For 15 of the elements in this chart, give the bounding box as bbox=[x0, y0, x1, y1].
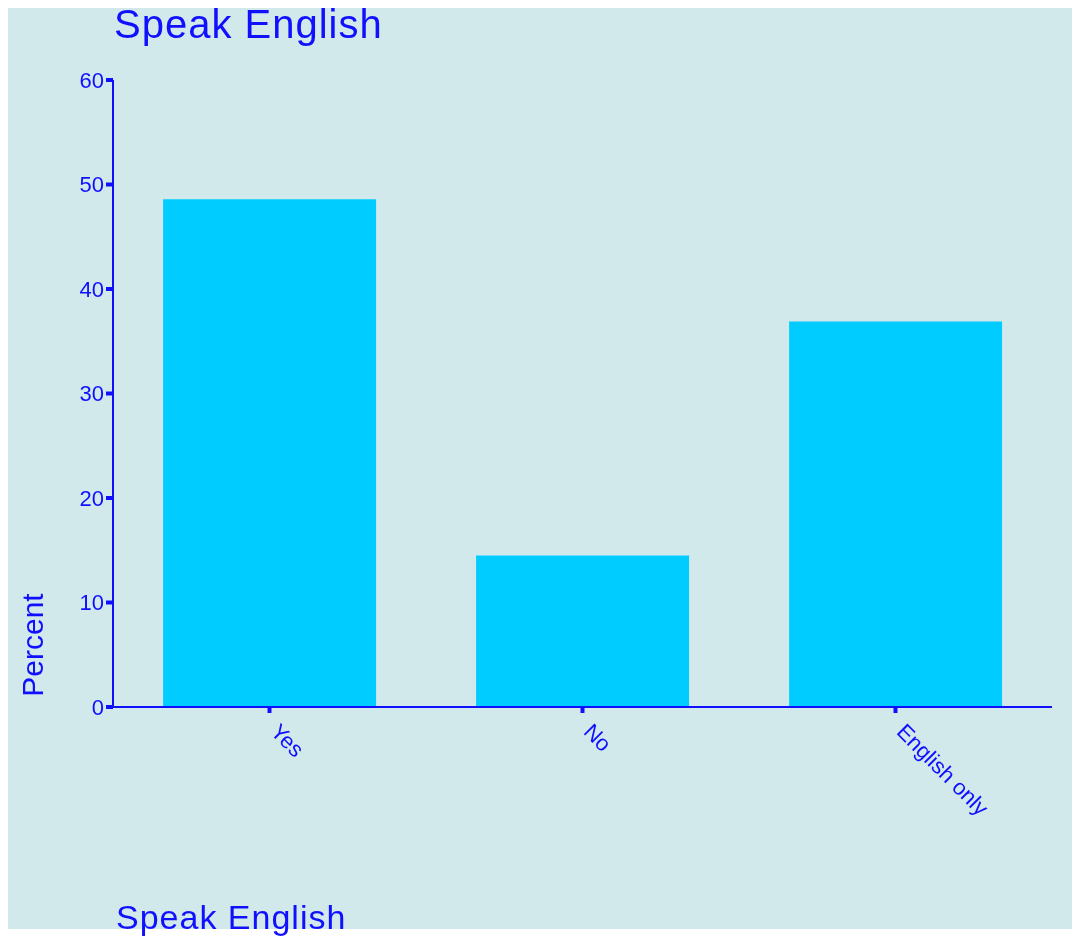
x-tick-label: Yes bbox=[265, 718, 309, 763]
x-tick-label: No bbox=[578, 718, 617, 757]
y-tick-label: 30 bbox=[79, 381, 104, 407]
y-tick-label: 60 bbox=[79, 67, 104, 93]
bar bbox=[476, 555, 690, 707]
bar bbox=[163, 199, 377, 707]
bar bbox=[789, 321, 1003, 707]
y-tick-label: 50 bbox=[79, 172, 104, 198]
y-tick-label: 40 bbox=[79, 276, 104, 302]
chart-title: Speak English bbox=[114, 2, 383, 47]
y-tick-label: 20 bbox=[79, 485, 104, 511]
x-axis-title: Speak English bbox=[116, 898, 347, 937]
y-tick-label: 0 bbox=[91, 694, 104, 720]
y-tick-label: 10 bbox=[79, 590, 104, 616]
y-axis-title: Percent bbox=[16, 592, 50, 699]
